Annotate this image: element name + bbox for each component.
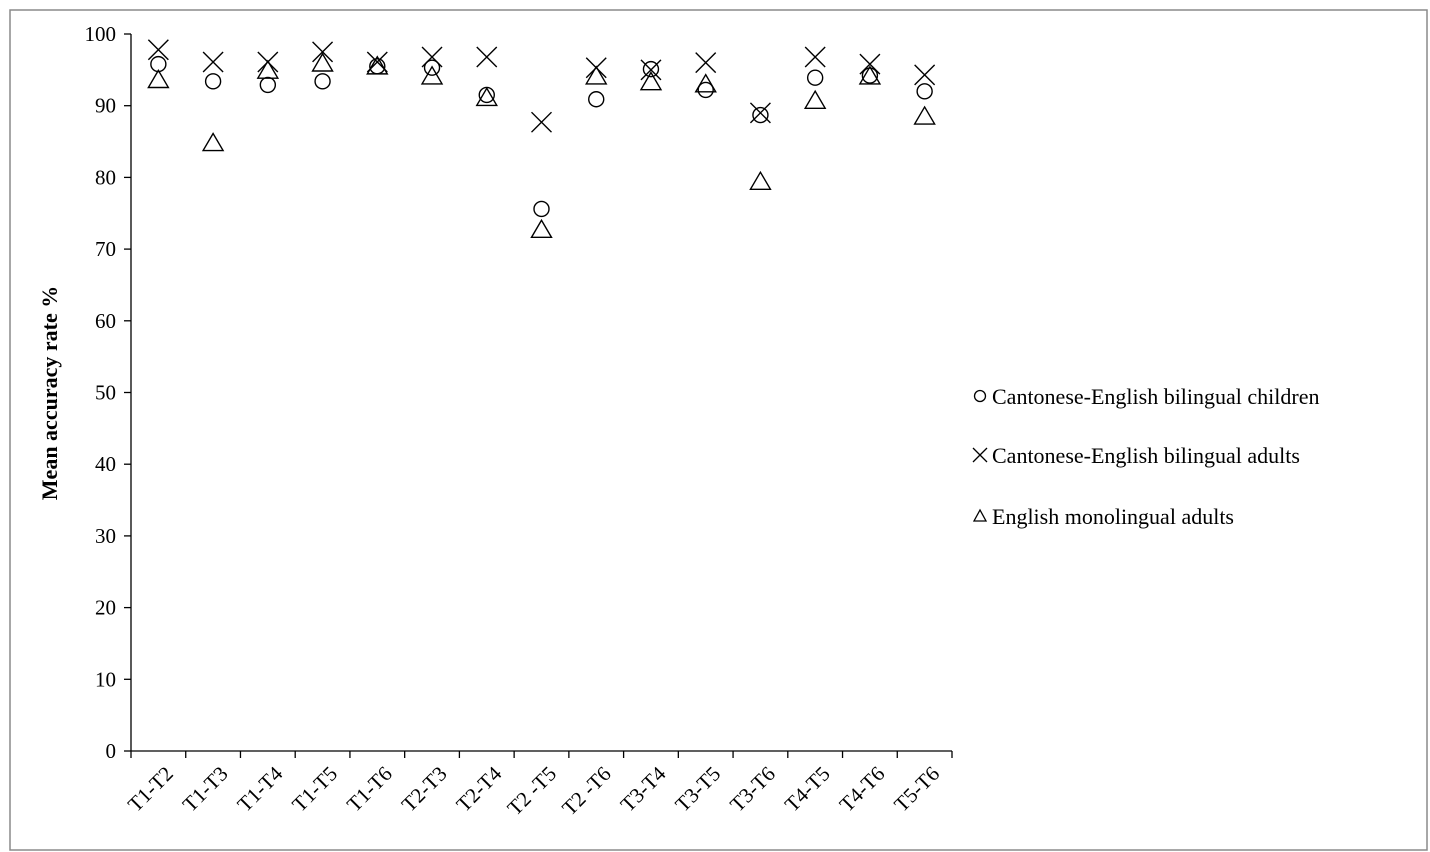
marker-x-1-0 <box>147 39 169 61</box>
marker-circle-0-8 <box>588 91 605 108</box>
legend-label-1: Cantonese-English bilingual adults <box>992 443 1300 468</box>
marker-x-1-11 <box>749 102 771 124</box>
marker-x-1-10 <box>695 52 717 74</box>
marker-circle-0-1 <box>204 73 222 90</box>
legend-item-1: Cantonese-English bilingual adults <box>972 443 1300 468</box>
y-tick-label: 70 <box>95 237 116 261</box>
y-axis-title: Mean accuracy rate % <box>37 286 62 500</box>
marker-triangle-2-6 <box>475 86 498 107</box>
marker-x-1-14 <box>914 64 936 86</box>
y-tick-label: 40 <box>95 452 116 476</box>
y-tick-label: 0 <box>106 739 117 763</box>
marker-triangle-2-14 <box>913 105 936 125</box>
marker-triangle-2-5 <box>420 65 444 85</box>
marker-circle-0-14 <box>916 83 933 100</box>
marker-x-1-12 <box>804 46 826 68</box>
y-tick-label: 80 <box>95 165 116 189</box>
marker-x-1-6 <box>476 46 498 68</box>
legend-label-2: English monolingual adults <box>992 504 1234 529</box>
marker-circle-0-5 <box>423 59 441 76</box>
y-tick-label: 20 <box>95 596 116 620</box>
legend-circle-glyph <box>973 389 987 403</box>
marker-x-1-13 <box>859 53 881 75</box>
legend-marker-triangle <box>972 508 988 522</box>
marker-triangle-2-0 <box>147 69 170 89</box>
y-tick-label: 100 <box>85 22 117 46</box>
marker-circle-0-11 <box>752 106 769 124</box>
y-tick-label: 60 <box>95 309 116 333</box>
marker-triangle-2-13 <box>858 65 882 85</box>
legend-marker-x <box>972 447 988 463</box>
marker-triangle-2-12 <box>803 89 827 109</box>
marker-circle-0-9 <box>642 60 660 78</box>
marker-triangle-2-8 <box>585 65 608 85</box>
y-tick-label: 10 <box>95 667 116 691</box>
legend-x-glyph <box>972 447 988 463</box>
marker-triangle-2-7 <box>530 218 553 239</box>
legend-marker-circle <box>973 389 987 403</box>
marker-triangle-2-3 <box>311 52 334 72</box>
marker-x-1-7 <box>531 111 552 133</box>
marker-triangle-2-10 <box>694 73 717 93</box>
marker-circle-0-3 <box>314 73 331 90</box>
y-tick-label: 30 <box>95 524 116 548</box>
legend-item-2: English monolingual adults <box>972 504 1234 529</box>
legend-item-0: Cantonese-English bilingual children <box>973 384 1320 409</box>
marker-triangle-2-2 <box>256 59 280 79</box>
marker-triangle-2-1 <box>201 132 225 152</box>
marker-circle-0-2 <box>259 76 277 94</box>
marker-x-1-5 <box>421 46 443 68</box>
marker-triangle-2-4 <box>366 55 389 75</box>
y-axis: 0 10 20 30 40 50 60 70 80 90 100 <box>85 22 132 763</box>
marker-triangle-2-9 <box>639 71 663 91</box>
legend-label-0: Cantonese-English bilingual children <box>992 384 1320 409</box>
chart-frame <box>9 9 1428 851</box>
y-tick-label: 90 <box>95 94 116 118</box>
legend-triangle-glyph <box>972 508 988 522</box>
marker-x-1-3 <box>312 41 334 63</box>
marker-x-1-1 <box>202 51 224 73</box>
legend: Cantonese-English bilingual children Can… <box>972 384 1320 529</box>
marker-circle-0-7 <box>533 200 550 218</box>
marker-circle-0-10 <box>697 81 714 99</box>
marker-x-1-9 <box>640 59 662 81</box>
y-tick-label: 50 <box>95 381 116 405</box>
data-markers <box>147 39 936 239</box>
marker-circle-0-12 <box>806 69 824 86</box>
marker-triangle-2-11 <box>749 170 772 191</box>
